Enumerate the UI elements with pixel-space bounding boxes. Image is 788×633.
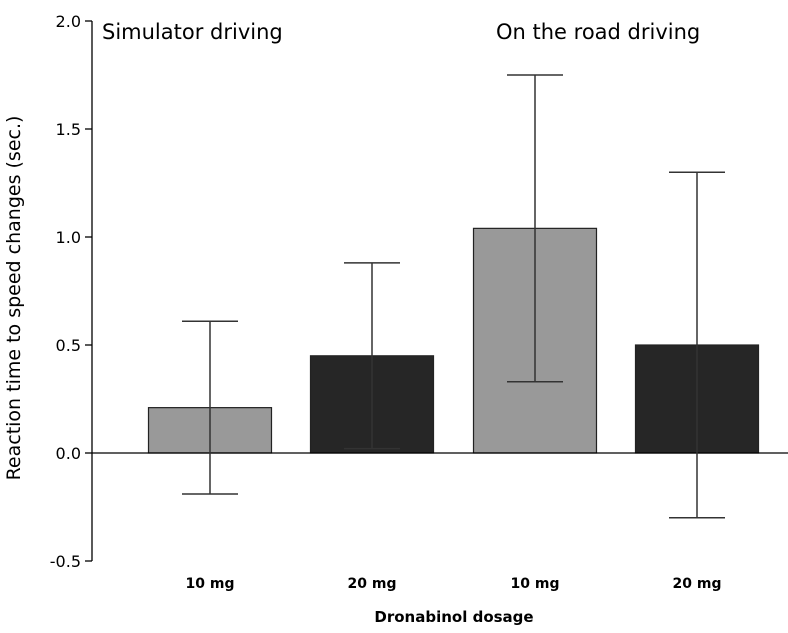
x-tick-label-0: 10 mg bbox=[186, 576, 235, 592]
y-tick-label-1: 0.0 bbox=[56, 444, 81, 463]
y-tick-label-3: 1.0 bbox=[56, 228, 81, 247]
y-axis-title: Reaction time to speed changes (sec.) bbox=[3, 116, 25, 481]
error-bars-layer bbox=[182, 74, 725, 519]
x-tick-label-2: 10 mg bbox=[511, 576, 560, 592]
x-tick-label-1: 20 mg bbox=[348, 576, 397, 592]
panel-label-road: On the road driving bbox=[496, 20, 700, 44]
y-tick-label-4: 1.5 bbox=[56, 120, 81, 139]
panel-label-simulator: Simulator driving bbox=[102, 20, 283, 44]
x-tick-label-3: 20 mg bbox=[673, 576, 722, 592]
x-axis-title: Dronabinol dosage bbox=[374, 608, 533, 626]
y-tick-label-5: 2.0 bbox=[56, 12, 81, 31]
y-tick-label-0: -0.5 bbox=[50, 552, 81, 571]
axis-layer: -0.5 0.0 0.5 1.0 1.5 2.0 10 mg 20 mg 10 mg 20 mg bbox=[50, 12, 722, 592]
bars-layer bbox=[147, 227, 760, 454]
y-tick-label-2: 0.5 bbox=[56, 336, 81, 355]
